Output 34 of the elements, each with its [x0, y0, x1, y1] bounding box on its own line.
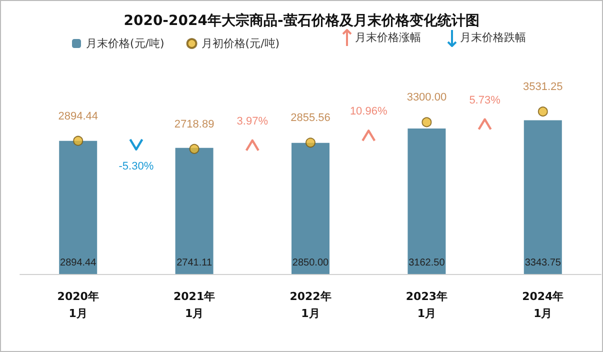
bar — [59, 140, 98, 274]
data-label: 2850.00 — [292, 258, 330, 268]
bar — [175, 148, 214, 274]
annotation: 3.97% — [236, 115, 268, 128]
point — [306, 138, 316, 148]
point — [73, 136, 84, 146]
x-tick-label: 2020年 1月 — [57, 290, 99, 320]
point — [422, 117, 432, 128]
x-tick-label: 2024年 1月 — [522, 290, 564, 320]
data-label: 3531.25 — [523, 81, 563, 94]
text: 月末价格涨幅 — [355, 31, 421, 44]
data-label: 2894.44 — [58, 110, 98, 122]
annotation: -5.30% — [118, 160, 154, 172]
data-label: 3300.00 — [406, 92, 447, 104]
legend-label: 月末价格(元/吨) — [86, 37, 164, 50]
point — [189, 144, 200, 154]
data-label: 2894.44 — [60, 258, 97, 268]
chart-title: 2020-2024年大宗商品-萤石价格及月末价格变化统计图 — [124, 12, 480, 29]
bar — [292, 142, 330, 274]
data-label: 3343.75 — [524, 258, 562, 268]
x-tick-label: 2022年 1月 — [290, 290, 332, 320]
data-label: 2855.56 — [290, 112, 330, 124]
text: 5.73% — [469, 94, 501, 106]
text: 月末价格跌幅 — [460, 31, 526, 44]
x-tick-label: 2021年 1月 — [173, 290, 216, 320]
legend-label: 月初价格(元/吨) — [201, 37, 280, 50]
bar — [524, 120, 562, 274]
annotation: 10.96% — [350, 106, 388, 118]
x-tick-label: 2023年 1月 — [406, 290, 448, 320]
point — [538, 106, 548, 117]
data-label: 3162.50 — [408, 258, 446, 268]
bar — [408, 128, 446, 274]
data-label: 2718.89 — [174, 118, 214, 130]
data-label: 2741.11 — [176, 258, 212, 268]
